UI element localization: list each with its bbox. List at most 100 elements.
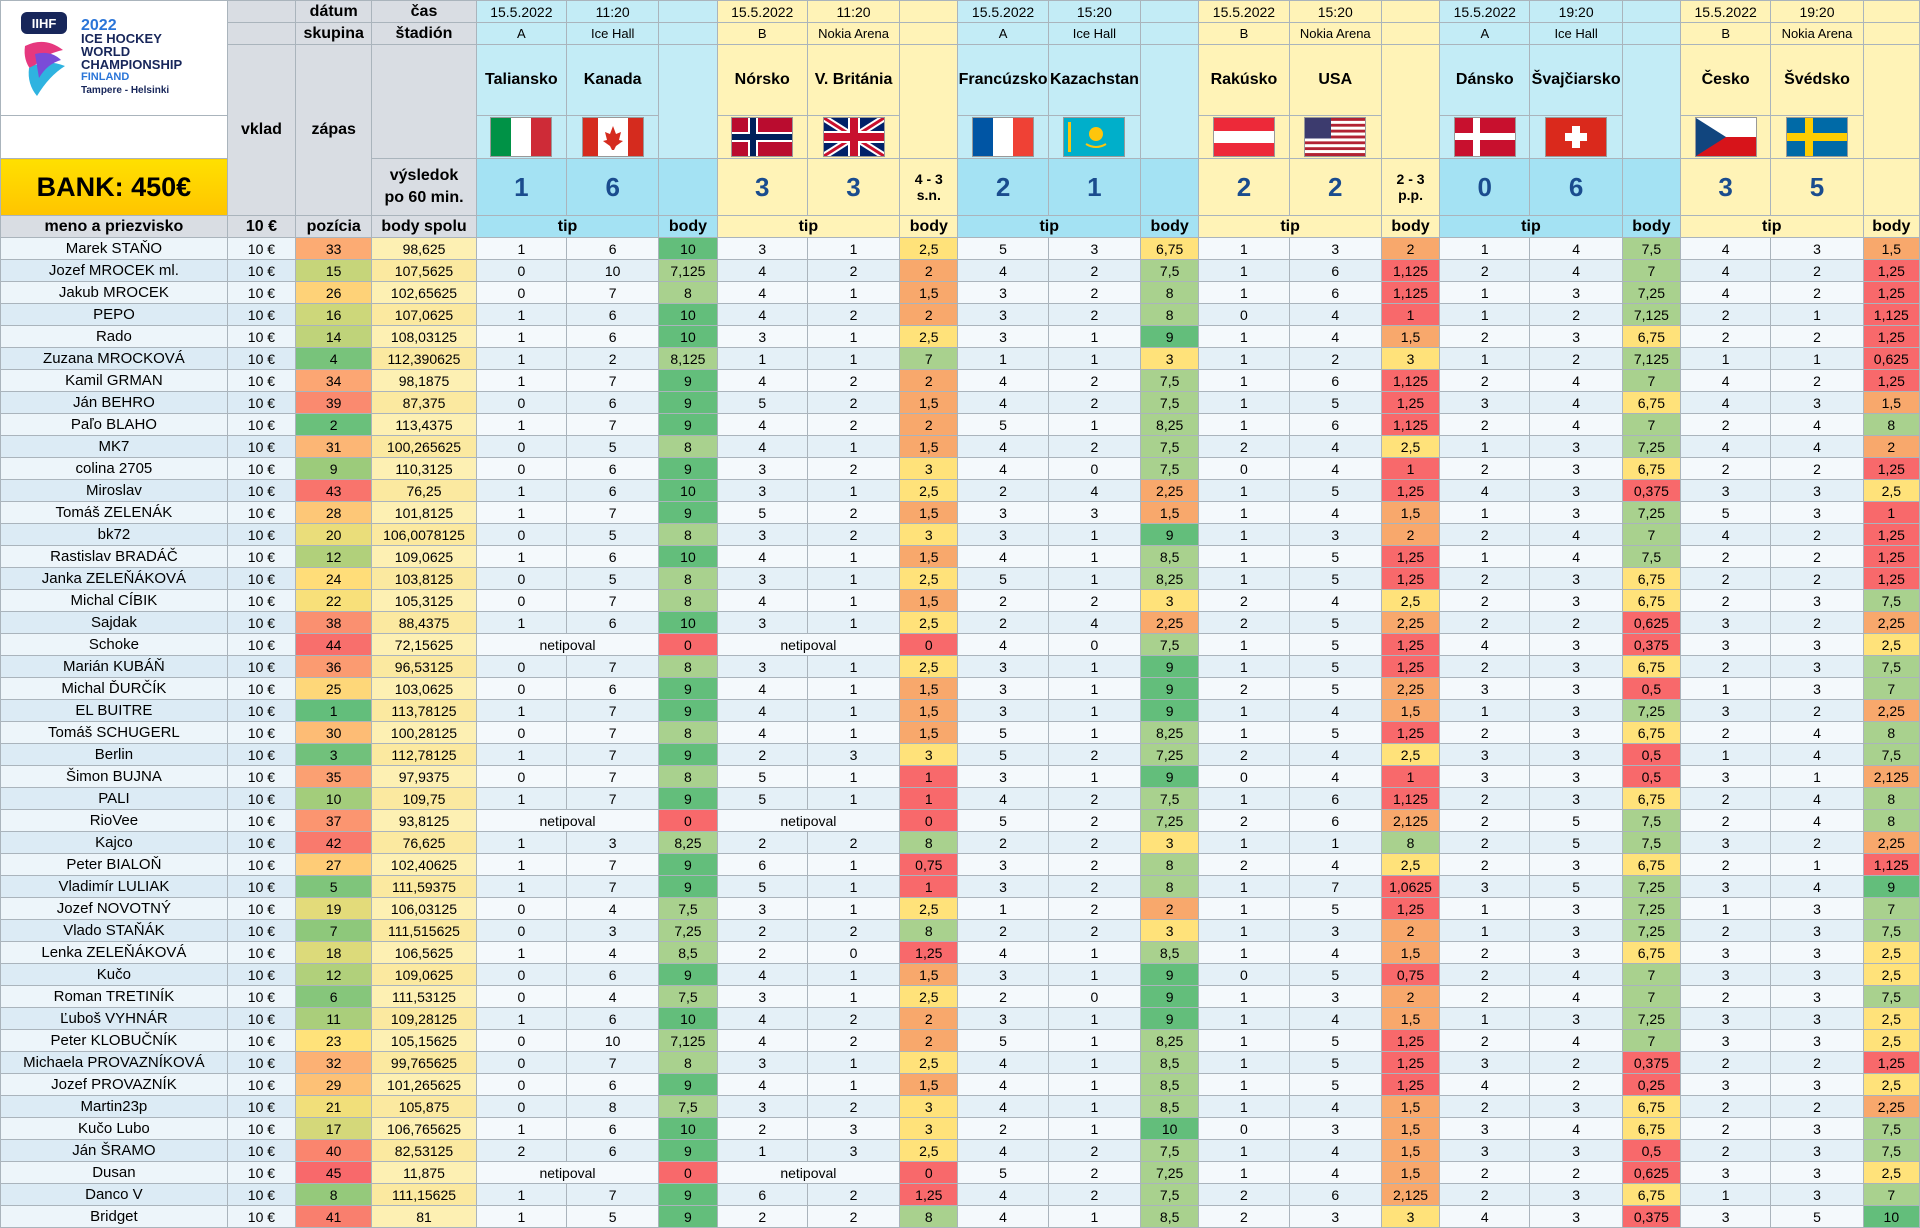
tip-home: 4: [716, 435, 808, 458]
table-row: Berlin 10 €3 112,78125 1 7 9 2 3 3 5 2 7,25 2 4 2,5 3 3 0…: [0, 743, 1920, 766]
player-total: 109,0625: [371, 545, 477, 568]
tip-away: 1: [1047, 1007, 1142, 1030]
tip-home: 5: [716, 875, 808, 898]
tip-home: 2: [1679, 853, 1772, 876]
tip-home: 1: [475, 545, 568, 568]
tip-points: 8,5: [1140, 1095, 1200, 1118]
tip-away: 2: [1047, 281, 1142, 304]
tip-away: 7: [1288, 875, 1382, 898]
tip-home: 2: [716, 831, 808, 854]
tip-home: 2: [1439, 1095, 1531, 1118]
tip-home: 1: [475, 787, 568, 810]
player-total: 76,625: [371, 831, 477, 854]
tip-away: 3: [1770, 589, 1864, 612]
tip-points: 7: [1862, 677, 1920, 700]
player-total: 106,0078125: [371, 523, 477, 546]
tip-away: 2: [1529, 1161, 1623, 1184]
player-position: 4: [295, 347, 373, 370]
tip-away: 3: [1770, 237, 1864, 260]
tip-home: 1: [1198, 567, 1290, 590]
tip-home: 0: [475, 259, 568, 282]
tip-away: 3: [806, 1117, 901, 1140]
tip-points: 8: [899, 919, 959, 942]
tip-points: 1,25: [1862, 259, 1920, 282]
table-row: Ľuboš VYHNÁR 10 €11 109,28125 1 6 10 4 2 2 3 1 9 1 4 1…: [0, 1007, 1920, 1030]
tip-away: 1: [1047, 963, 1142, 986]
table-row: colina 2705 10 €9 110,3125 0 6 9 3 2 3 4 0 7,5 0 4 1 2 3…: [0, 457, 1920, 480]
tip-away: 7: [566, 413, 660, 436]
tip-points: 2,5: [1380, 743, 1441, 766]
tip-away: 3: [1770, 1007, 1864, 1030]
away-score: 6: [1529, 158, 1623, 216]
table-row: Michal CÍBIK 10 €22 105,3125 0 7 8 4 1 1,5 2 2 3 2 4 2…: [0, 589, 1920, 612]
tip-points: 1,25: [1862, 457, 1920, 480]
tip-points: 8: [1140, 281, 1200, 304]
tip-away: 2: [1529, 347, 1623, 370]
tip-away: 1: [1770, 347, 1864, 370]
table-row: Martin23p 10 €21 105,875 0 8 7,5 3 2 3 4 1 8,5 1 4 1,5…: [0, 1095, 1920, 1118]
player-position: 10: [295, 787, 373, 810]
tip-away: 6: [566, 1139, 660, 1162]
tip-away: 4: [1288, 325, 1382, 348]
tip-away: 2: [806, 1095, 901, 1118]
tip-points: 1,25: [1380, 545, 1441, 568]
tip-home: 4: [1679, 435, 1772, 458]
player-name: Vlado STAŇÁK: [0, 919, 228, 942]
label-tip: tip: [1198, 215, 1382, 238]
table-row: Peter KLOBUČNÍK 10 €23 105,15625 0 10 7,125 4 2…: [0, 1029, 1920, 1052]
tip-away: 1: [806, 281, 901, 304]
tip-home: 5: [957, 1029, 1049, 1052]
tip-home: 4: [1679, 259, 1772, 282]
tip-points: 2,25: [1140, 479, 1200, 502]
tip-points: 2: [1380, 985, 1441, 1008]
tip-points: 1,5: [899, 1073, 959, 1096]
tip-home: 2: [1679, 567, 1772, 590]
player-stake: 10 €: [226, 435, 297, 458]
tip-points: 3: [1140, 589, 1200, 612]
home-score: 1: [475, 158, 568, 216]
tip-away: 1: [806, 347, 901, 370]
tip-home: 1: [1198, 655, 1290, 678]
tip-home: 2: [957, 831, 1049, 854]
tip-points: 1,25: [1380, 897, 1441, 920]
player-position: 41: [295, 1205, 373, 1228]
tip-home: 3: [957, 875, 1049, 898]
no-tip: netipoval: [716, 633, 901, 656]
tip-away: 3: [1770, 655, 1864, 678]
tip-away: 0: [1047, 985, 1142, 1008]
tip-home: 4: [957, 1139, 1049, 1162]
tip-points: 2,5: [1862, 1161, 1920, 1184]
tip-points: 7,5: [1140, 391, 1200, 414]
tip-away: 1: [806, 721, 901, 744]
match-time: 15:20: [1288, 0, 1382, 23]
tip-away: 6: [566, 457, 660, 480]
tip-points: 8,5: [1140, 1205, 1200, 1228]
tip-away: 4: [1529, 259, 1623, 282]
tip-home: 4: [716, 699, 808, 722]
tip-points: 0,75: [1380, 963, 1441, 986]
player-name: Miroslav: [0, 479, 228, 502]
tip-away: 4: [566, 985, 660, 1008]
match-group: B: [1198, 22, 1290, 45]
tip-points: 7,5: [658, 1095, 718, 1118]
tip-points: 9: [1140, 677, 1200, 700]
player-stake: 10 €: [226, 1073, 297, 1096]
tip-home: 1: [1439, 281, 1531, 304]
tip-points: 1,5: [1380, 1095, 1441, 1118]
player-total: 100,28125: [371, 721, 477, 744]
player-stake: 10 €: [226, 1183, 297, 1206]
label-vklad-value: 10 €: [226, 215, 297, 238]
tip-away: 3: [1770, 677, 1864, 700]
player-position: 29: [295, 1073, 373, 1096]
tip-home: 3: [957, 853, 1049, 876]
player-position: 40: [295, 1139, 373, 1162]
tip-points: 7,125: [1621, 347, 1681, 370]
tip-points: 7,25: [1621, 897, 1681, 920]
tip-away: 3: [1529, 1095, 1623, 1118]
tip-home: 1: [1198, 897, 1290, 920]
norway-flag-icon: [731, 117, 794, 157]
player-stake: 10 €: [226, 919, 297, 942]
player-name: Tomáš ZELENÁK: [0, 501, 228, 524]
player-position: 17: [295, 1117, 373, 1140]
